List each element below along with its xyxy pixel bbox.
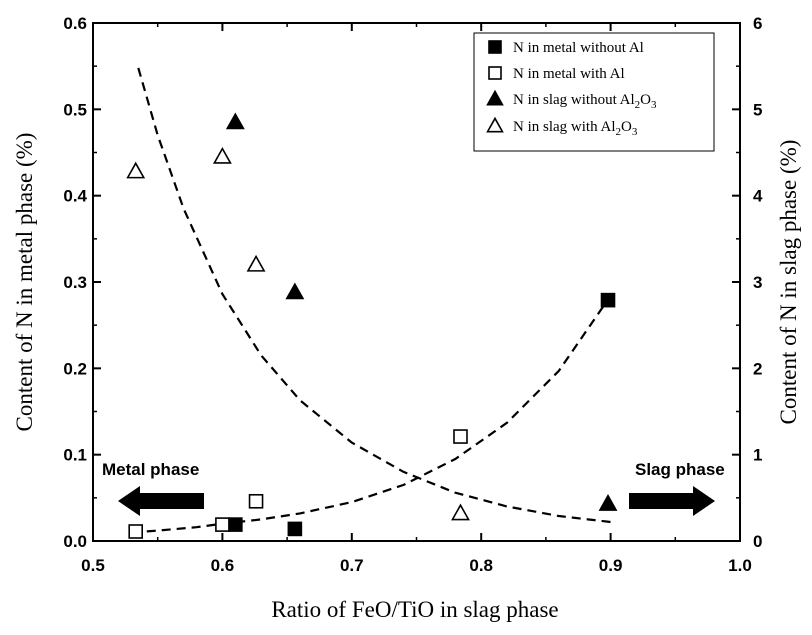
data-point-triangle-open (126, 161, 146, 179)
x-tick-label: 0.9 (599, 556, 623, 575)
slag-fit-curve (137, 67, 611, 524)
y-axis-left-title: Content of N in metal phase (%) (12, 133, 37, 432)
y-left-tick-label: 0.1 (63, 446, 87, 465)
metal-fit-curve (131, 295, 612, 534)
y-right-tick-label: 5 (753, 100, 762, 119)
slag-phase-arrow (629, 486, 715, 516)
metal-phase-label: Metal phase (102, 460, 199, 479)
y-right-tick-label: 1 (753, 446, 762, 465)
legend-label: N in slag with Al2O3 (513, 119, 638, 138)
y-right-tick-label: 2 (753, 359, 762, 378)
y-left-tick-label: 0.6 (63, 14, 87, 33)
phase-annotations: Metal phase Slag phase (102, 460, 725, 516)
y-axis-right-title: Content of N in slag phase (%) (776, 140, 801, 425)
y-right-tick-label: 3 (753, 273, 762, 292)
legend-marker-triangle-open (486, 116, 504, 133)
y-left-tick-label: 0.0 (63, 532, 87, 551)
x-tick-label: 0.7 (340, 556, 364, 575)
y-left-tick-label: 0.5 (63, 100, 87, 119)
data-point-square-open (215, 517, 230, 532)
data-point-triangle-filled (598, 494, 618, 511)
data-point-triangle-filled (225, 112, 245, 130)
data-point-square-filled (600, 292, 616, 308)
x-tick-label: 0.5 (81, 556, 105, 575)
legend-label: N in metal without Al (513, 40, 644, 56)
data-point-triangle-open (451, 503, 470, 521)
slag-phase-label: Slag phase (635, 460, 725, 479)
x-axis: 0.5 0.6 0.7 0.8 0.9 1.0 (81, 23, 752, 575)
data-markers (126, 112, 618, 539)
fit-curves (131, 67, 612, 534)
metal-phase-arrow (118, 486, 204, 516)
y-left-tick-label: 0.2 (63, 359, 87, 378)
data-point-triangle-open (246, 254, 266, 272)
x-tick-label: 0.8 (469, 556, 493, 575)
legend-marker-triangle-filled (486, 89, 504, 106)
data-point-square-open (128, 524, 144, 539)
data-point-square-open (248, 493, 264, 509)
x-axis-title: Ratio of FeO/TiO in slag phase (271, 597, 558, 622)
y-left-tick-label: 0.4 (63, 187, 87, 206)
y-axis-right: 0 1 2 3 4 5 6 (732, 14, 763, 551)
data-point-square-filled (228, 517, 243, 532)
legend-label: N in metal with Al (513, 66, 625, 82)
data-point-triangle-open (212, 146, 232, 164)
data-point-triangle-filled (285, 282, 305, 300)
legend-box (473, 32, 715, 152)
x-tick-label: 1.0 (728, 556, 752, 575)
legend-marker-square-open (488, 66, 502, 80)
y-right-tick-label: 0 (753, 532, 762, 551)
data-point-square-open (453, 429, 468, 444)
y-right-tick-label: 6 (753, 14, 762, 33)
legend-marker-square-filled (488, 40, 502, 54)
legend: N in metal without Al N in metal with Al N… (473, 32, 715, 152)
x-tick-label: 0.6 (211, 556, 235, 575)
legend-label: N in slag without Al2O3 (513, 92, 657, 111)
y-left-tick-label: 0.3 (63, 273, 87, 292)
y-axis-left: 0.0 0.1 0.2 0.3 0.4 0.5 0.6 (63, 14, 101, 551)
y-right-tick-label: 4 (753, 187, 763, 206)
data-point-square-filled (287, 521, 303, 537)
